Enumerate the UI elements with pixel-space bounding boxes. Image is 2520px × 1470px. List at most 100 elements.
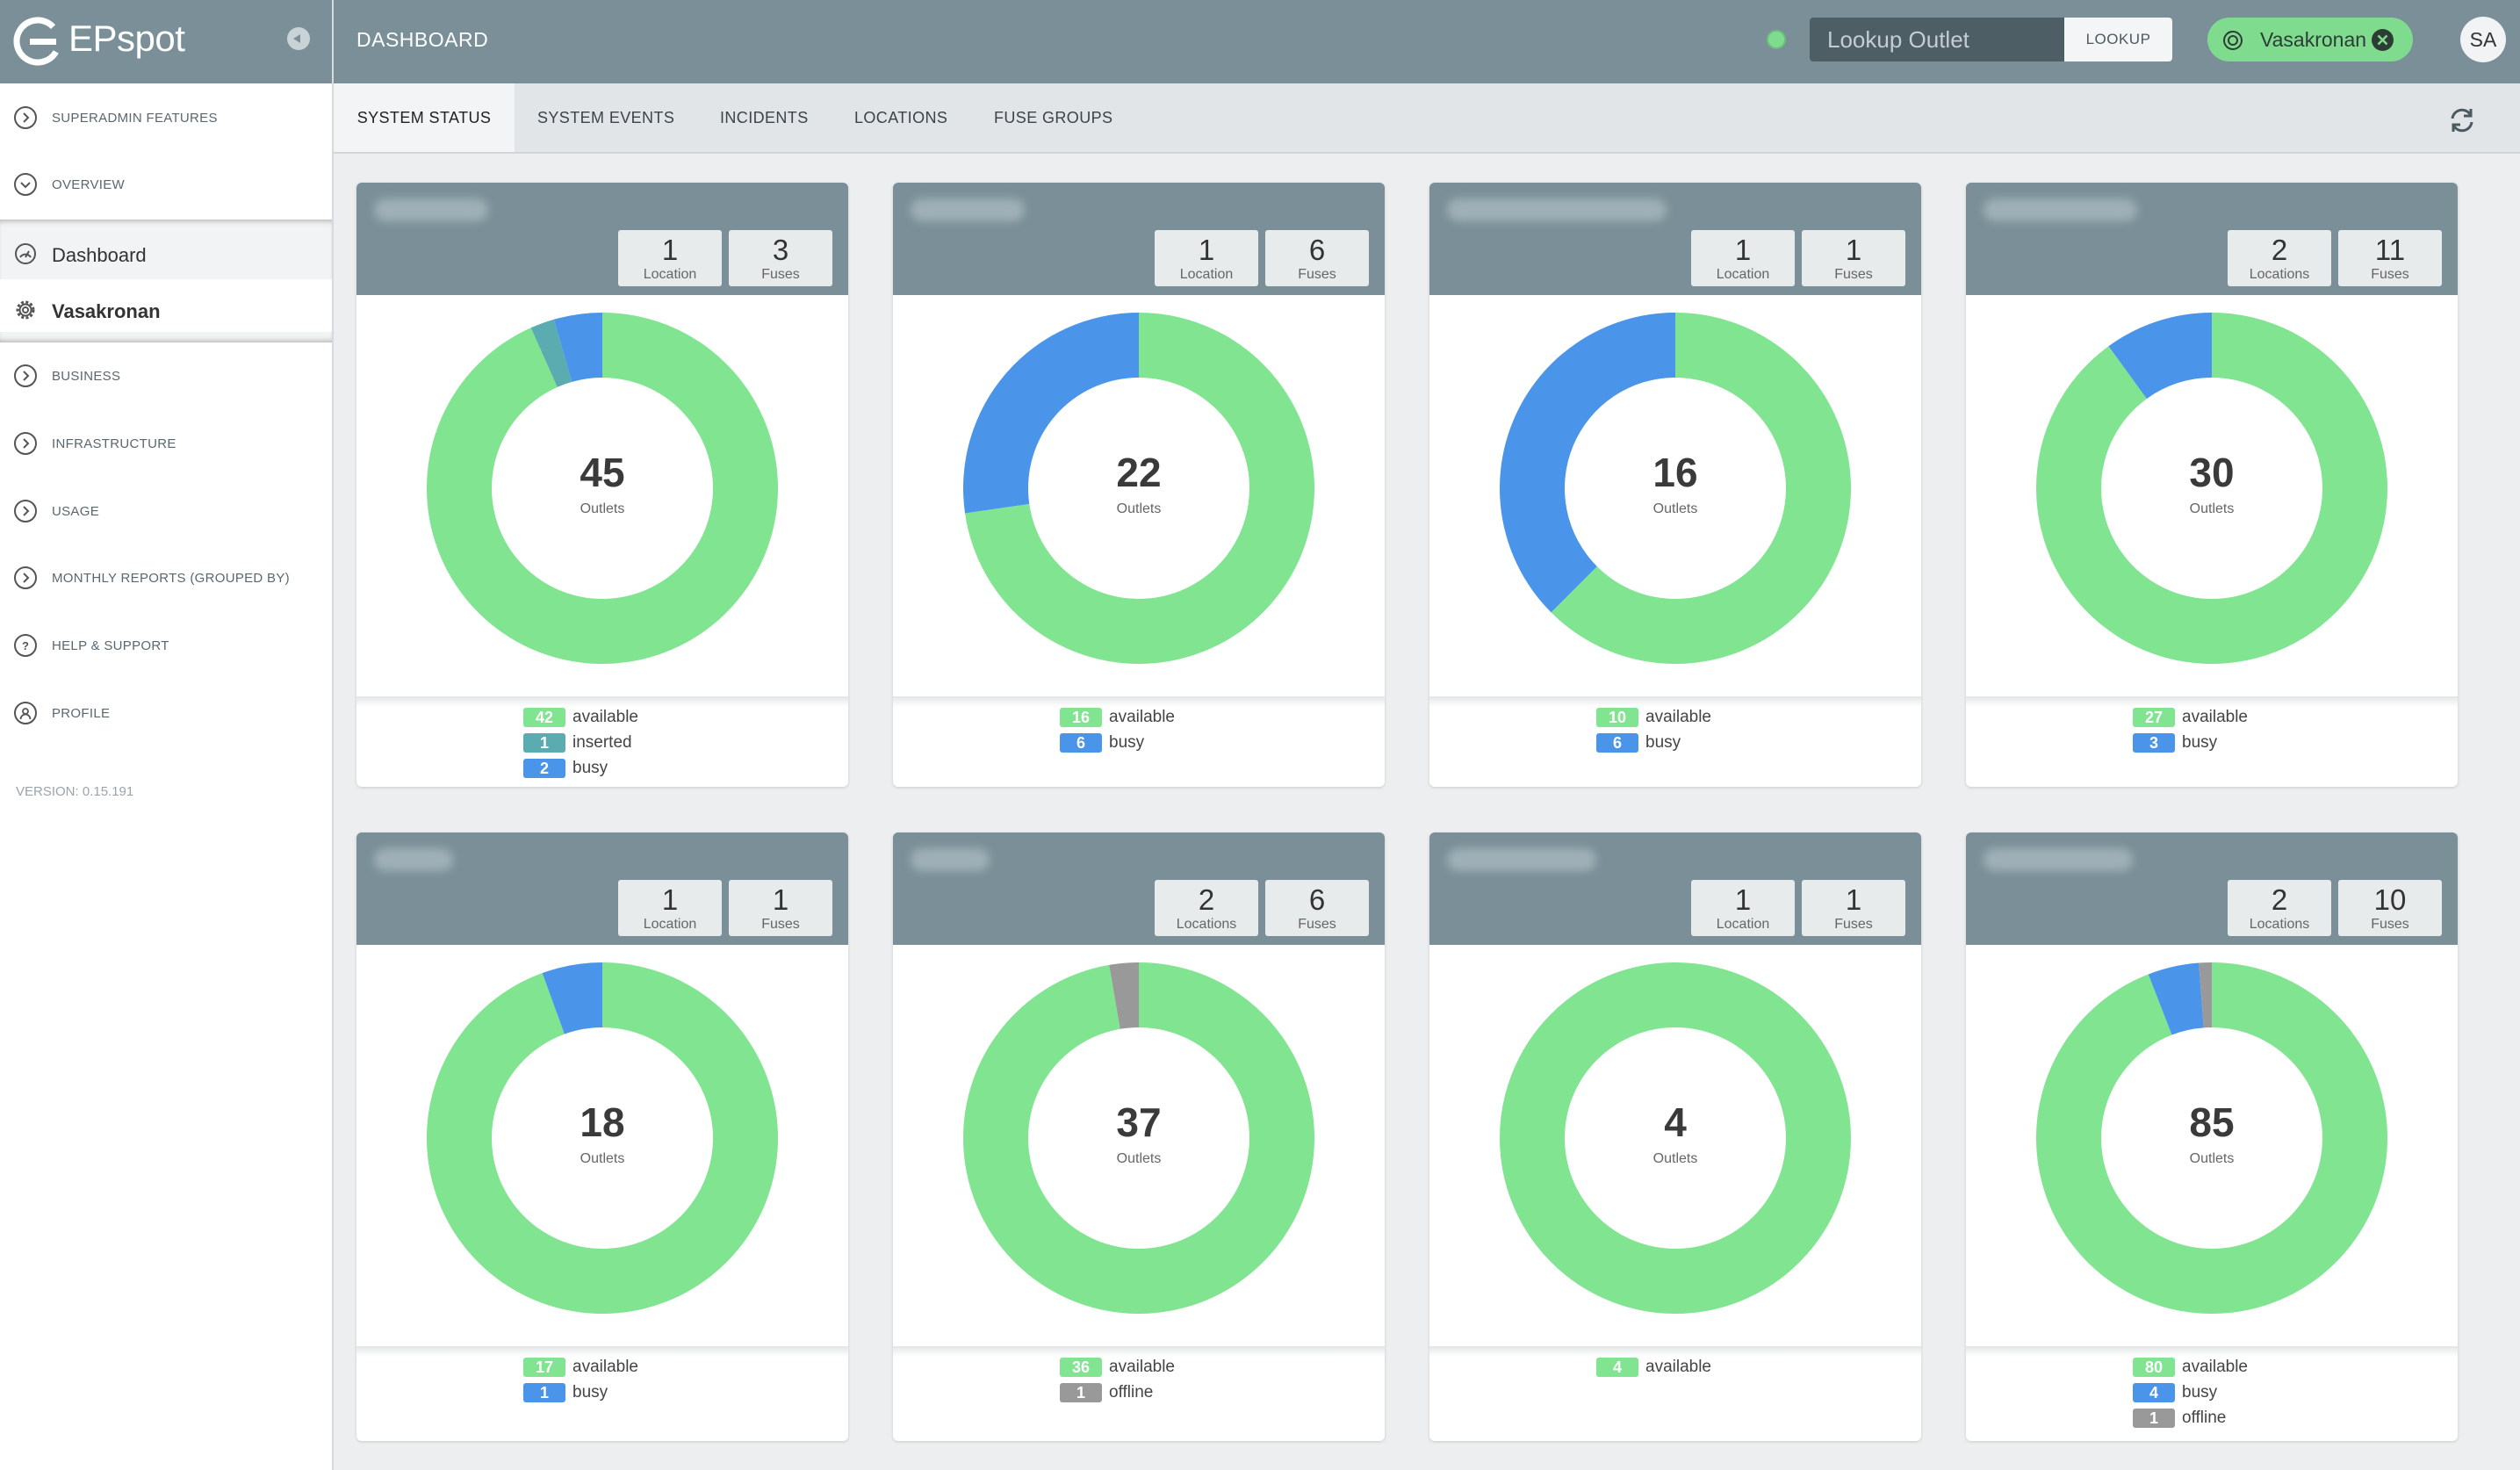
nav-business[interactable]: BUSINESS [0, 349, 332, 402]
submenu-vasakronan[interactable]: Vasakronan [0, 283, 332, 335]
locations-count-box: 1 Location [618, 880, 722, 936]
tab-fuse-groups[interactable]: FUSE GROUPS [994, 109, 1113, 126]
legend-count: 1 [523, 733, 565, 753]
sidebar: EPspot SUPERADMIN FEATURES OVERVIEW Dash… [0, 0, 334, 1470]
outlet-donut-chart [1500, 962, 1851, 1314]
location-card[interactable]: 1 Location 6 Fuses 22 Outlets 16 availab… [893, 183, 1385, 787]
question-circle-icon: ? [14, 634, 37, 657]
locations-count: 1 [1734, 883, 1752, 916]
nav-superadmin-features[interactable]: SUPERADMIN FEATURES [0, 91, 332, 144]
chevron-right-circle-icon [14, 432, 37, 455]
chevron-right-circle-icon [14, 566, 37, 589]
chevron-right-circle-icon [14, 500, 37, 522]
outlet-donut-chart [2036, 313, 2387, 664]
avatar[interactable]: SA [2460, 17, 2506, 62]
nav-help-support[interactable]: ? HELP & SUPPORT [0, 619, 332, 672]
location-card[interactable]: 1 Location 1 Fuses 4 Outlets 4 available [1429, 832, 1921, 1441]
card-title-redacted [911, 198, 1025, 221]
legend-label: available [572, 1358, 638, 1376]
fuses-count-box: 1 Fuses [1802, 880, 1905, 936]
nav-usage[interactable]: USAGE [0, 485, 332, 537]
donut-segment-available [1551, 313, 1851, 664]
legend-label: available [1109, 1358, 1175, 1376]
legend-label: available [1645, 708, 1711, 726]
location-card[interactable]: 2 Locations 11 Fuses 30 Outlets 27 avail… [1966, 183, 2458, 787]
nav-infrastructure[interactable]: INFRASTRUCTURE [0, 417, 332, 470]
legend-label: busy [2182, 1383, 2218, 1402]
locations-count-box: 2 Locations [2228, 230, 2331, 286]
locations-label: Location [643, 917, 697, 932]
fuses-count-box: 1 Fuses [729, 880, 832, 936]
outlets-total: 16 [1652, 450, 1698, 495]
locations-count: 1 [661, 883, 679, 916]
location-card[interactable]: 1 Location 1 Fuses 16 Outlets 10 availab… [1429, 183, 1921, 787]
locations-label: Location [1716, 267, 1770, 282]
close-icon[interactable] [2371, 28, 2394, 52]
legend-label: inserted [572, 733, 632, 752]
nav-label: SUPERADMIN FEATURES [52, 111, 218, 126]
donut-segment-available [965, 313, 1314, 664]
nav-label: BUSINESS [52, 369, 121, 384]
card-title-redacted [1984, 198, 2137, 221]
legend-count: 1 [2133, 1409, 2175, 1428]
legend-count: 36 [1060, 1358, 1102, 1377]
fuses-count-box: 6 Fuses [1265, 230, 1369, 286]
location-card[interactable]: 2 Locations 6 Fuses 37 Outlets 36 availa… [893, 832, 1385, 1441]
tab-system-status[interactable]: SYSTEM STATUS [334, 83, 515, 152]
location-card[interactable]: 1 Location 3 Fuses 45 Outlets 42 availab… [356, 183, 848, 787]
legend-count: 80 [2133, 1358, 2175, 1377]
outlet-donut-chart [963, 313, 1314, 664]
fuses-count: 3 [772, 234, 789, 266]
fuses-label: Fuses [1298, 267, 1336, 282]
refresh-icon[interactable] [2447, 105, 2477, 135]
location-card[interactable]: 2 Locations 10 Fuses 85 Outlets 80 avail… [1966, 832, 2458, 1441]
locations-count-box: 2 Locations [2228, 880, 2331, 936]
nav-label: HELP & SUPPORT [52, 638, 169, 653]
locations-count-box: 1 Location [618, 230, 722, 286]
lookup-outlet-input[interactable] [1810, 18, 2064, 61]
nav-monthly-reports[interactable]: MONTHLY REPORTS (GROUPED BY) [0, 551, 332, 604]
donut-segment-busy [2148, 962, 2204, 1035]
donut-segment-offline [2199, 962, 2212, 1028]
nav-overview[interactable]: OVERVIEW [0, 158, 332, 211]
submenu-label: Dashboard [52, 244, 147, 266]
locations-label: Location [643, 267, 697, 282]
collapse-sidebar-button[interactable] [287, 27, 310, 50]
legend-count: 1 [1060, 1383, 1102, 1402]
card-title-redacted [1984, 848, 2133, 871]
fuses-count: 6 [1308, 883, 1326, 916]
overview-submenu: Dashboard Vasakronan [0, 220, 332, 342]
donut-segment-available [2036, 962, 2387, 1314]
organization-name: Vasakronan [2260, 28, 2367, 51]
fuses-count-box: 10 Fuses [2338, 880, 2442, 936]
legend-count: 16 [1060, 708, 1102, 727]
tab-system-events[interactable]: SYSTEM EVENTS [537, 109, 675, 126]
outlet-donut-chart [1500, 313, 1851, 664]
legend-count: 2 [523, 759, 565, 778]
submenu-dashboard[interactable]: Dashboard [0, 227, 332, 279]
tab-locations[interactable]: LOCATIONS [854, 109, 948, 126]
legend-label: offline [2182, 1409, 2227, 1427]
outlets-label: Outlets [580, 501, 625, 516]
legend-label: available [572, 708, 638, 726]
nav-label: INFRASTRUCTURE [52, 436, 176, 451]
nav-profile[interactable]: PROFILE [0, 687, 332, 739]
location-card[interactable]: 1 Location 1 Fuses 18 Outlets 17 availab… [356, 832, 848, 1441]
locations-label: Location [1179, 267, 1234, 282]
outlets-label: Outlets [2189, 1151, 2235, 1166]
organization-chip[interactable]: Vasakronan [2207, 18, 2413, 61]
locations-label: Locations [1176, 917, 1237, 932]
card-title-redacted [911, 848, 990, 871]
donut-segment-busy [2108, 313, 2212, 400]
lookup-button[interactable]: LOOKUP [2064, 18, 2172, 61]
outlets-total: 30 [2189, 450, 2235, 495]
outlet-donut-chart [427, 962, 778, 1314]
nav-label: USAGE [52, 504, 100, 519]
card-header: 1 Location 6 Fuses [893, 183, 1385, 295]
fuses-label: Fuses [1298, 917, 1336, 932]
legend-label: busy [572, 759, 608, 777]
locations-count: 2 [2271, 883, 2288, 916]
tab-incidents[interactable]: INCIDENTS [720, 109, 809, 126]
fuses-label: Fuses [1834, 917, 1873, 932]
donut-segment-busy [1500, 313, 1675, 613]
